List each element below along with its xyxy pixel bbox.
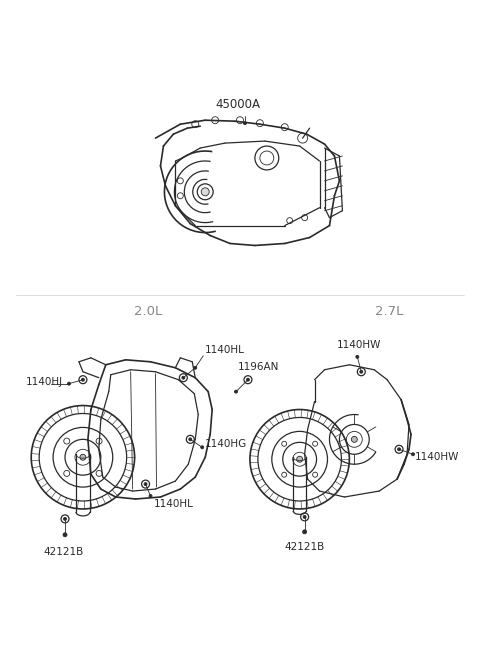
Circle shape <box>411 453 415 456</box>
Circle shape <box>144 483 147 485</box>
Circle shape <box>397 448 401 451</box>
Circle shape <box>82 378 84 381</box>
Circle shape <box>182 376 185 379</box>
Circle shape <box>303 515 306 518</box>
Circle shape <box>235 390 238 393</box>
Circle shape <box>360 370 363 373</box>
Circle shape <box>63 517 67 520</box>
Text: 2.7L: 2.7L <box>375 305 403 318</box>
Text: 1140HW: 1140HW <box>337 340 382 350</box>
Circle shape <box>246 378 250 381</box>
Circle shape <box>201 446 204 449</box>
Text: 2.0L: 2.0L <box>134 305 163 318</box>
Circle shape <box>297 457 302 462</box>
Circle shape <box>356 356 359 358</box>
Text: 1140HG: 1140HG <box>205 440 248 449</box>
Circle shape <box>68 382 71 385</box>
Circle shape <box>63 533 67 537</box>
Circle shape <box>351 436 357 442</box>
Circle shape <box>302 530 307 534</box>
Circle shape <box>194 366 197 369</box>
Text: 1140HL: 1140HL <box>205 345 245 355</box>
Text: 42121B: 42121B <box>43 547 84 557</box>
Text: 1140HW: 1140HW <box>415 452 459 462</box>
Text: 1196AN: 1196AN <box>238 362 279 372</box>
Text: 1140HL: 1140HL <box>154 499 193 509</box>
Circle shape <box>201 188 209 196</box>
Circle shape <box>149 495 152 498</box>
Text: 45000A: 45000A <box>215 98 260 111</box>
Circle shape <box>243 122 246 124</box>
Text: 42121B: 42121B <box>285 542 325 552</box>
Circle shape <box>80 455 86 460</box>
Circle shape <box>189 438 192 441</box>
Text: 1140HJ: 1140HJ <box>26 377 63 386</box>
